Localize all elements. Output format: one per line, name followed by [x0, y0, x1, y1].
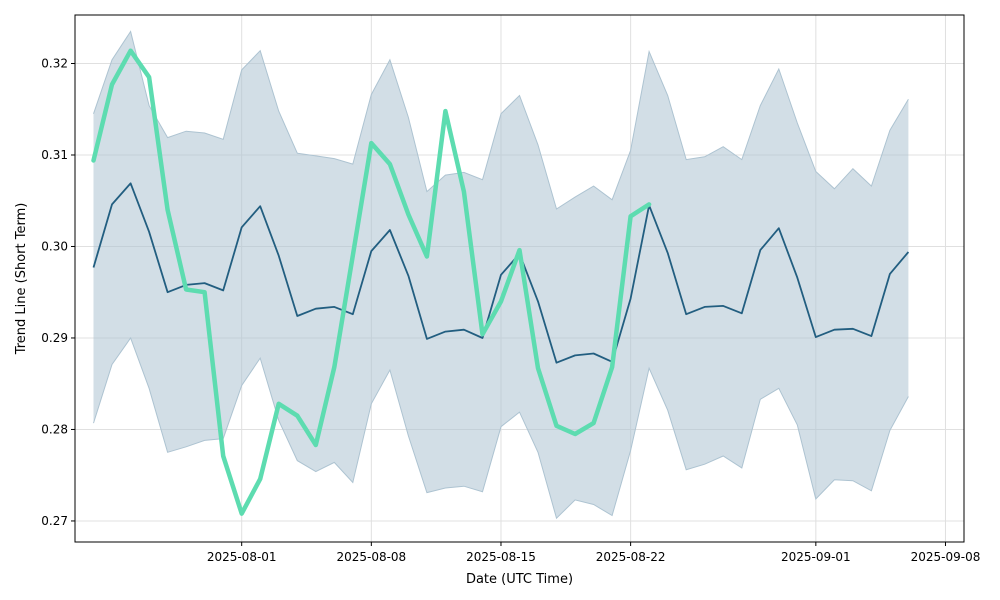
x-tick-label: 2025-08-08 — [336, 550, 406, 564]
band-upper-edge — [93, 30, 909, 210]
y-tick-label: 0.32 — [41, 56, 68, 70]
x-tick-label: 2025-09-08 — [911, 550, 981, 564]
y-tick-label: 0.27 — [41, 514, 68, 528]
y-tick-label: 0.28 — [41, 422, 68, 436]
series-layer — [91, 48, 910, 516]
axis-ticks: 2025-08-01 2025-08-08 2025-08-15 2025-08-22… — [41, 56, 980, 564]
dark-trend-line — [92, 182, 910, 364]
y-tick-label: 0.29 — [41, 331, 68, 345]
x-axis-label: Date (UTC Time) — [466, 572, 573, 587]
y-axis-label: Trend Line (Short Term) — [14, 203, 29, 356]
y-tick-label: 0.30 — [41, 239, 68, 253]
x-tick-label: 2025-09-01 — [781, 550, 851, 564]
x-tick-label: 2025-08-22 — [596, 550, 666, 564]
x-tick-label: 2025-08-15 — [466, 550, 536, 564]
band-lower-edge — [93, 336, 909, 520]
green-trend-line — [91, 48, 652, 516]
y-tick-label: 0.31 — [41, 148, 68, 162]
plot-frame — [74, 14, 965, 543]
x-tick-label: 2025-08-01 — [207, 550, 277, 564]
